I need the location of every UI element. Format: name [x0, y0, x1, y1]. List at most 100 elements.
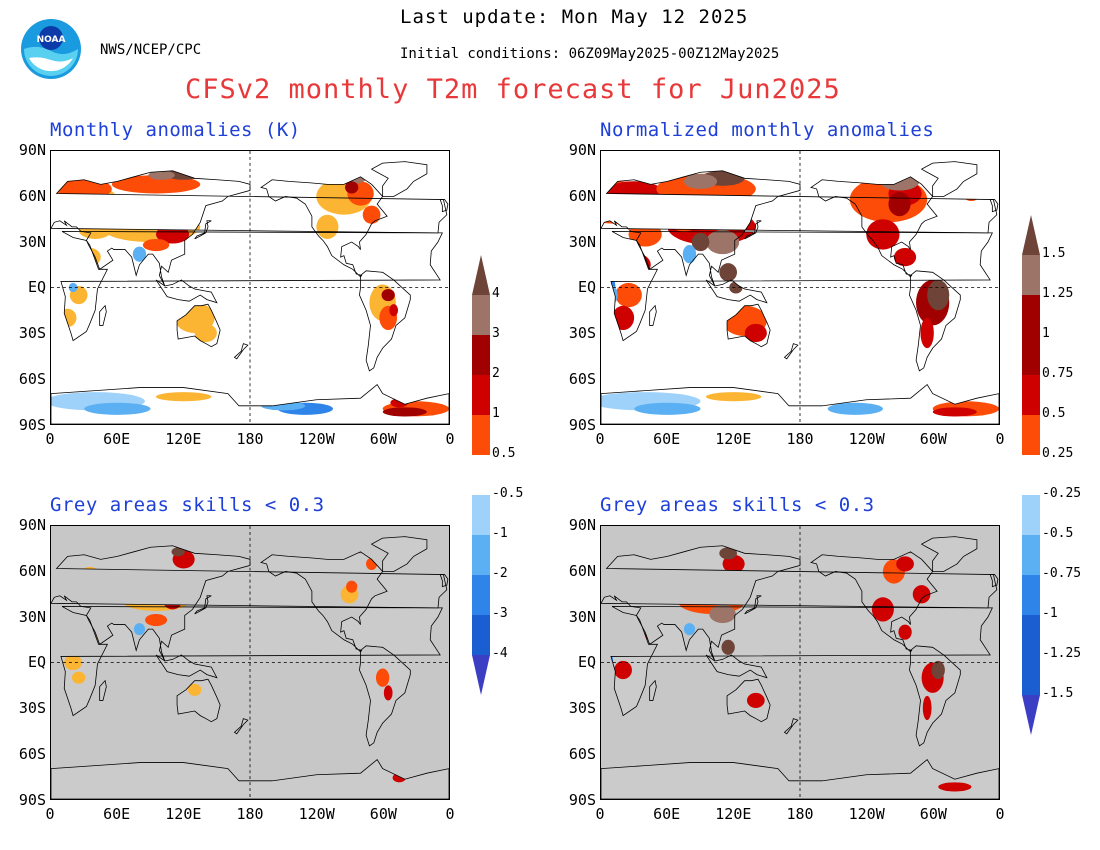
lon-tick-label: 180: [236, 430, 264, 448]
anomaly-patch: [194, 323, 217, 343]
anomaly-patch: [64, 654, 82, 671]
coastline-northam: [810, 176, 938, 278]
colorbar-segment: [1022, 615, 1040, 656]
map-canvas: [51, 151, 449, 424]
coastline-antarctica: [601, 383, 999, 424]
coastline-antarctica: [51, 758, 449, 799]
coastline-southam: [909, 270, 961, 372]
colorbar-tick-label: 1.5: [1042, 246, 1066, 261]
lon-tick-label: 0: [45, 805, 55, 823]
map-canvas: [601, 151, 999, 424]
anomaly-patch: [111, 175, 201, 194]
lon-tick-label: 0: [995, 805, 1005, 823]
lat-tick-label: 60N: [18, 186, 46, 205]
anomaly-patch: [145, 613, 168, 627]
lat-tick-label: EQ: [27, 278, 46, 297]
lat-tick-label: EQ: [577, 653, 596, 672]
anomaly-patch: [922, 695, 932, 721]
colorbar-svg: [472, 255, 490, 695]
coastline-southam: [909, 645, 961, 747]
coastline-antarctica: [51, 383, 449, 424]
lat-tick-label: EQ: [27, 653, 46, 672]
anomaly-patch: [389, 304, 399, 317]
page-title: CFSv2 monthly T2m forecast for Jun2025: [185, 74, 841, 105]
colorbar-tick-label: -2: [492, 566, 508, 581]
anomaly-patch: [898, 624, 912, 640]
colorbar-tick-label: -0.5: [1042, 526, 1074, 541]
coastline-madagascar: [99, 304, 107, 326]
colorbar-segment: [472, 535, 490, 576]
anomaly-patch: [375, 668, 390, 687]
lat-tick-label: 90N: [568, 141, 596, 159]
anomaly-patch: [722, 554, 745, 574]
map-panel-normalized: [600, 150, 1000, 425]
colorbar-tick-label: 1: [1042, 326, 1050, 341]
lon-tick-label: 180: [786, 430, 814, 448]
coastline-uk: [989, 199, 999, 213]
colorbar-tick-label: 1.25: [1042, 286, 1074, 301]
coastline-australia: [726, 303, 771, 348]
colorbar-tick-label: -1.25: [1042, 646, 1082, 661]
lon-tick-label: 0: [595, 430, 605, 448]
anomaly-patch: [932, 407, 977, 417]
lon-tick-label: 120W: [848, 430, 885, 448]
anomaly-patch: [871, 597, 894, 622]
coastline-nz: [783, 718, 799, 735]
coastline-nz: [783, 343, 799, 360]
coastline-greenland: [920, 536, 978, 572]
agency-label: NWS/NCEP/CPC: [100, 42, 202, 58]
colorbar-tick-label: -4: [492, 646, 508, 661]
map-canvas: [51, 526, 449, 799]
panel-title-tl: Monthly anomalies (K): [50, 119, 301, 141]
coastline-africa: [610, 606, 993, 717]
lat-tick-label: 60S: [568, 745, 596, 763]
colorbar-tick-label: 4: [492, 286, 500, 301]
anomaly-patch: [71, 671, 86, 684]
coastline-uk: [439, 574, 449, 588]
lon-tick-label: 0: [995, 430, 1005, 448]
coastline-africa: [60, 606, 443, 717]
lat-tick-label: 30S: [18, 324, 46, 343]
colorbar-segment: [472, 455, 490, 496]
colorbar-segment: [1022, 415, 1040, 456]
anomaly-patch: [133, 623, 146, 636]
coastline-eurasia: [51, 545, 448, 662]
anomaly-patch: [896, 556, 914, 572]
coastline-japan: [194, 220, 212, 240]
colorbar-segment: [472, 655, 490, 695]
anomaly-patch: [68, 282, 78, 293]
lon-tick-label: 60W: [919, 805, 947, 823]
lat-tick-label: 30S: [568, 699, 596, 718]
coastline-greenland: [920, 161, 978, 197]
colorbar-tick-label: -0.75: [1042, 566, 1082, 581]
lon-tick-label: 180: [786, 805, 814, 823]
colorbar-segment: [472, 375, 490, 416]
anomaly-patch: [382, 407, 427, 417]
coastline-australia: [176, 678, 221, 723]
lat-tick-label: 90N: [568, 516, 596, 534]
lon-tick-label: 180: [236, 805, 264, 823]
lon-tick-label: 60W: [919, 430, 947, 448]
anomaly-patch: [683, 623, 696, 636]
lat-tick-label: 60N: [18, 561, 46, 580]
lon-tick-label: 120W: [298, 430, 335, 448]
coastline-northam: [810, 551, 938, 653]
colorbar-segment: [472, 575, 490, 616]
lon-tick-label: 60E: [653, 805, 681, 823]
map-panel-skill-anomalies: [50, 525, 450, 800]
anomaly-patch: [84, 402, 151, 415]
colorbar-segment: [472, 415, 490, 456]
colorbar-tick-label: -3: [492, 606, 508, 621]
colorbar-left: [472, 255, 490, 695]
colorbar-tick-label: -0.25: [1042, 486, 1082, 501]
anomaly-patch: [148, 170, 175, 180]
lon-tick-label: 120E: [715, 805, 752, 823]
coastline-madagascar: [99, 679, 107, 701]
lat-tick-label: 60S: [18, 370, 46, 388]
lat-tick-label: EQ: [577, 278, 596, 297]
noaa-logo: NOAA: [20, 18, 82, 80]
coastline-indonesia: [705, 654, 768, 679]
coastline-eurasia: [51, 170, 448, 287]
lat-tick-label: 90S: [568, 790, 596, 809]
coastline-madagascar: [649, 304, 657, 326]
